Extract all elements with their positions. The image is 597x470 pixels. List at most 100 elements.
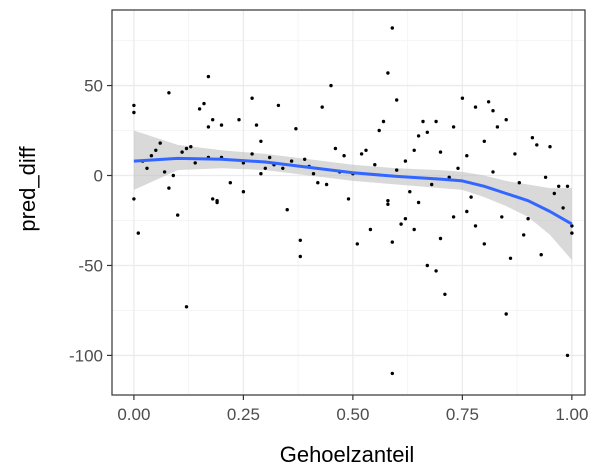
x-tick-label: 0.00 xyxy=(117,405,150,424)
data-point xyxy=(342,154,346,158)
data-point xyxy=(403,159,408,163)
data-point xyxy=(259,139,263,143)
data-point xyxy=(395,168,399,172)
data-point xyxy=(303,157,307,161)
data-point xyxy=(237,118,241,122)
minor-gridlines xyxy=(112,10,585,395)
data-point xyxy=(145,166,149,170)
data-point xyxy=(250,96,254,100)
x-tick-label: 0.25 xyxy=(227,405,260,424)
x-axis-ticks: 0.00 0.25 0.50 0.75 1.00 xyxy=(117,395,588,424)
data-point xyxy=(443,292,447,296)
data-point xyxy=(513,152,517,156)
data-point xyxy=(491,109,495,113)
data-point xyxy=(320,105,324,109)
data-point xyxy=(539,253,543,257)
data-point xyxy=(184,305,189,309)
data-point xyxy=(465,154,469,158)
x-tick-label: 0.75 xyxy=(446,405,479,424)
y-tick-label: -100 xyxy=(69,346,103,365)
data-point xyxy=(206,125,211,129)
data-point xyxy=(132,110,136,115)
data-point xyxy=(289,159,294,163)
y-tick-label: 50 xyxy=(84,77,103,96)
data-point xyxy=(412,227,416,232)
data-point xyxy=(438,150,443,154)
data-point xyxy=(399,222,403,226)
data-point xyxy=(276,103,281,108)
data-point xyxy=(316,181,320,185)
data-point xyxy=(543,175,548,179)
data-point xyxy=(346,197,351,201)
data-point xyxy=(390,26,394,30)
data-point xyxy=(447,175,451,179)
y-tick-label: 0 xyxy=(94,167,103,186)
data-point xyxy=(473,224,478,228)
data-point xyxy=(548,145,552,149)
data-point xyxy=(552,191,556,196)
data-point xyxy=(211,118,215,122)
data-point xyxy=(469,195,473,199)
data-point xyxy=(456,166,460,170)
y-axis-ticks: -100 -50 0 50 xyxy=(69,77,112,365)
data-point xyxy=(259,172,263,176)
data-point xyxy=(434,269,438,273)
data-point xyxy=(281,166,285,170)
data-point xyxy=(517,181,521,185)
data-point xyxy=(355,242,359,246)
x-tick-label: 1.00 xyxy=(555,405,588,424)
data-point xyxy=(329,83,333,88)
data-point xyxy=(298,238,302,242)
data-point xyxy=(504,118,508,122)
data-point xyxy=(136,231,140,235)
data-point xyxy=(333,146,338,151)
data-point xyxy=(206,74,211,79)
data-point xyxy=(430,182,434,187)
data-point xyxy=(154,148,158,152)
data-point xyxy=(381,119,386,124)
data-point xyxy=(158,141,162,145)
data-point xyxy=(395,98,399,102)
data-point xyxy=(162,170,167,174)
data-point xyxy=(390,240,394,244)
data-point xyxy=(425,263,429,268)
data-point xyxy=(373,163,377,167)
data-point xyxy=(482,139,486,143)
data-point xyxy=(250,152,254,156)
data-point xyxy=(491,170,495,174)
data-point xyxy=(359,152,364,156)
data-point xyxy=(254,123,259,127)
data-point xyxy=(421,119,425,124)
smooth-line xyxy=(133,156,573,226)
y-tick-label: -50 xyxy=(78,256,103,275)
data-point xyxy=(403,217,408,221)
data-point xyxy=(184,146,189,151)
data-point xyxy=(386,199,390,203)
data-point xyxy=(176,213,180,217)
y-axis-title: pred_diff xyxy=(15,146,40,232)
data-point xyxy=(171,173,175,178)
smooth-line-layer xyxy=(133,156,573,226)
data-point xyxy=(132,197,136,201)
data-point xyxy=(324,182,329,187)
major-gridlines xyxy=(112,10,585,395)
data-point xyxy=(530,136,535,140)
data-point xyxy=(565,353,570,358)
data-point xyxy=(368,227,373,232)
data-point xyxy=(241,190,246,194)
data-point xyxy=(311,172,316,176)
data-point xyxy=(167,91,171,95)
data-point xyxy=(377,128,381,133)
data-point xyxy=(495,125,500,129)
data-point xyxy=(460,96,465,100)
data-point xyxy=(197,107,202,111)
data-point xyxy=(500,215,504,219)
data-point xyxy=(434,119,438,124)
data-point xyxy=(570,231,574,235)
data-point xyxy=(508,256,513,260)
data-point xyxy=(557,184,561,188)
panel-border xyxy=(111,9,586,396)
data-point xyxy=(211,197,215,201)
x-tick-label: 0.50 xyxy=(336,405,369,424)
points-layer xyxy=(132,26,574,376)
